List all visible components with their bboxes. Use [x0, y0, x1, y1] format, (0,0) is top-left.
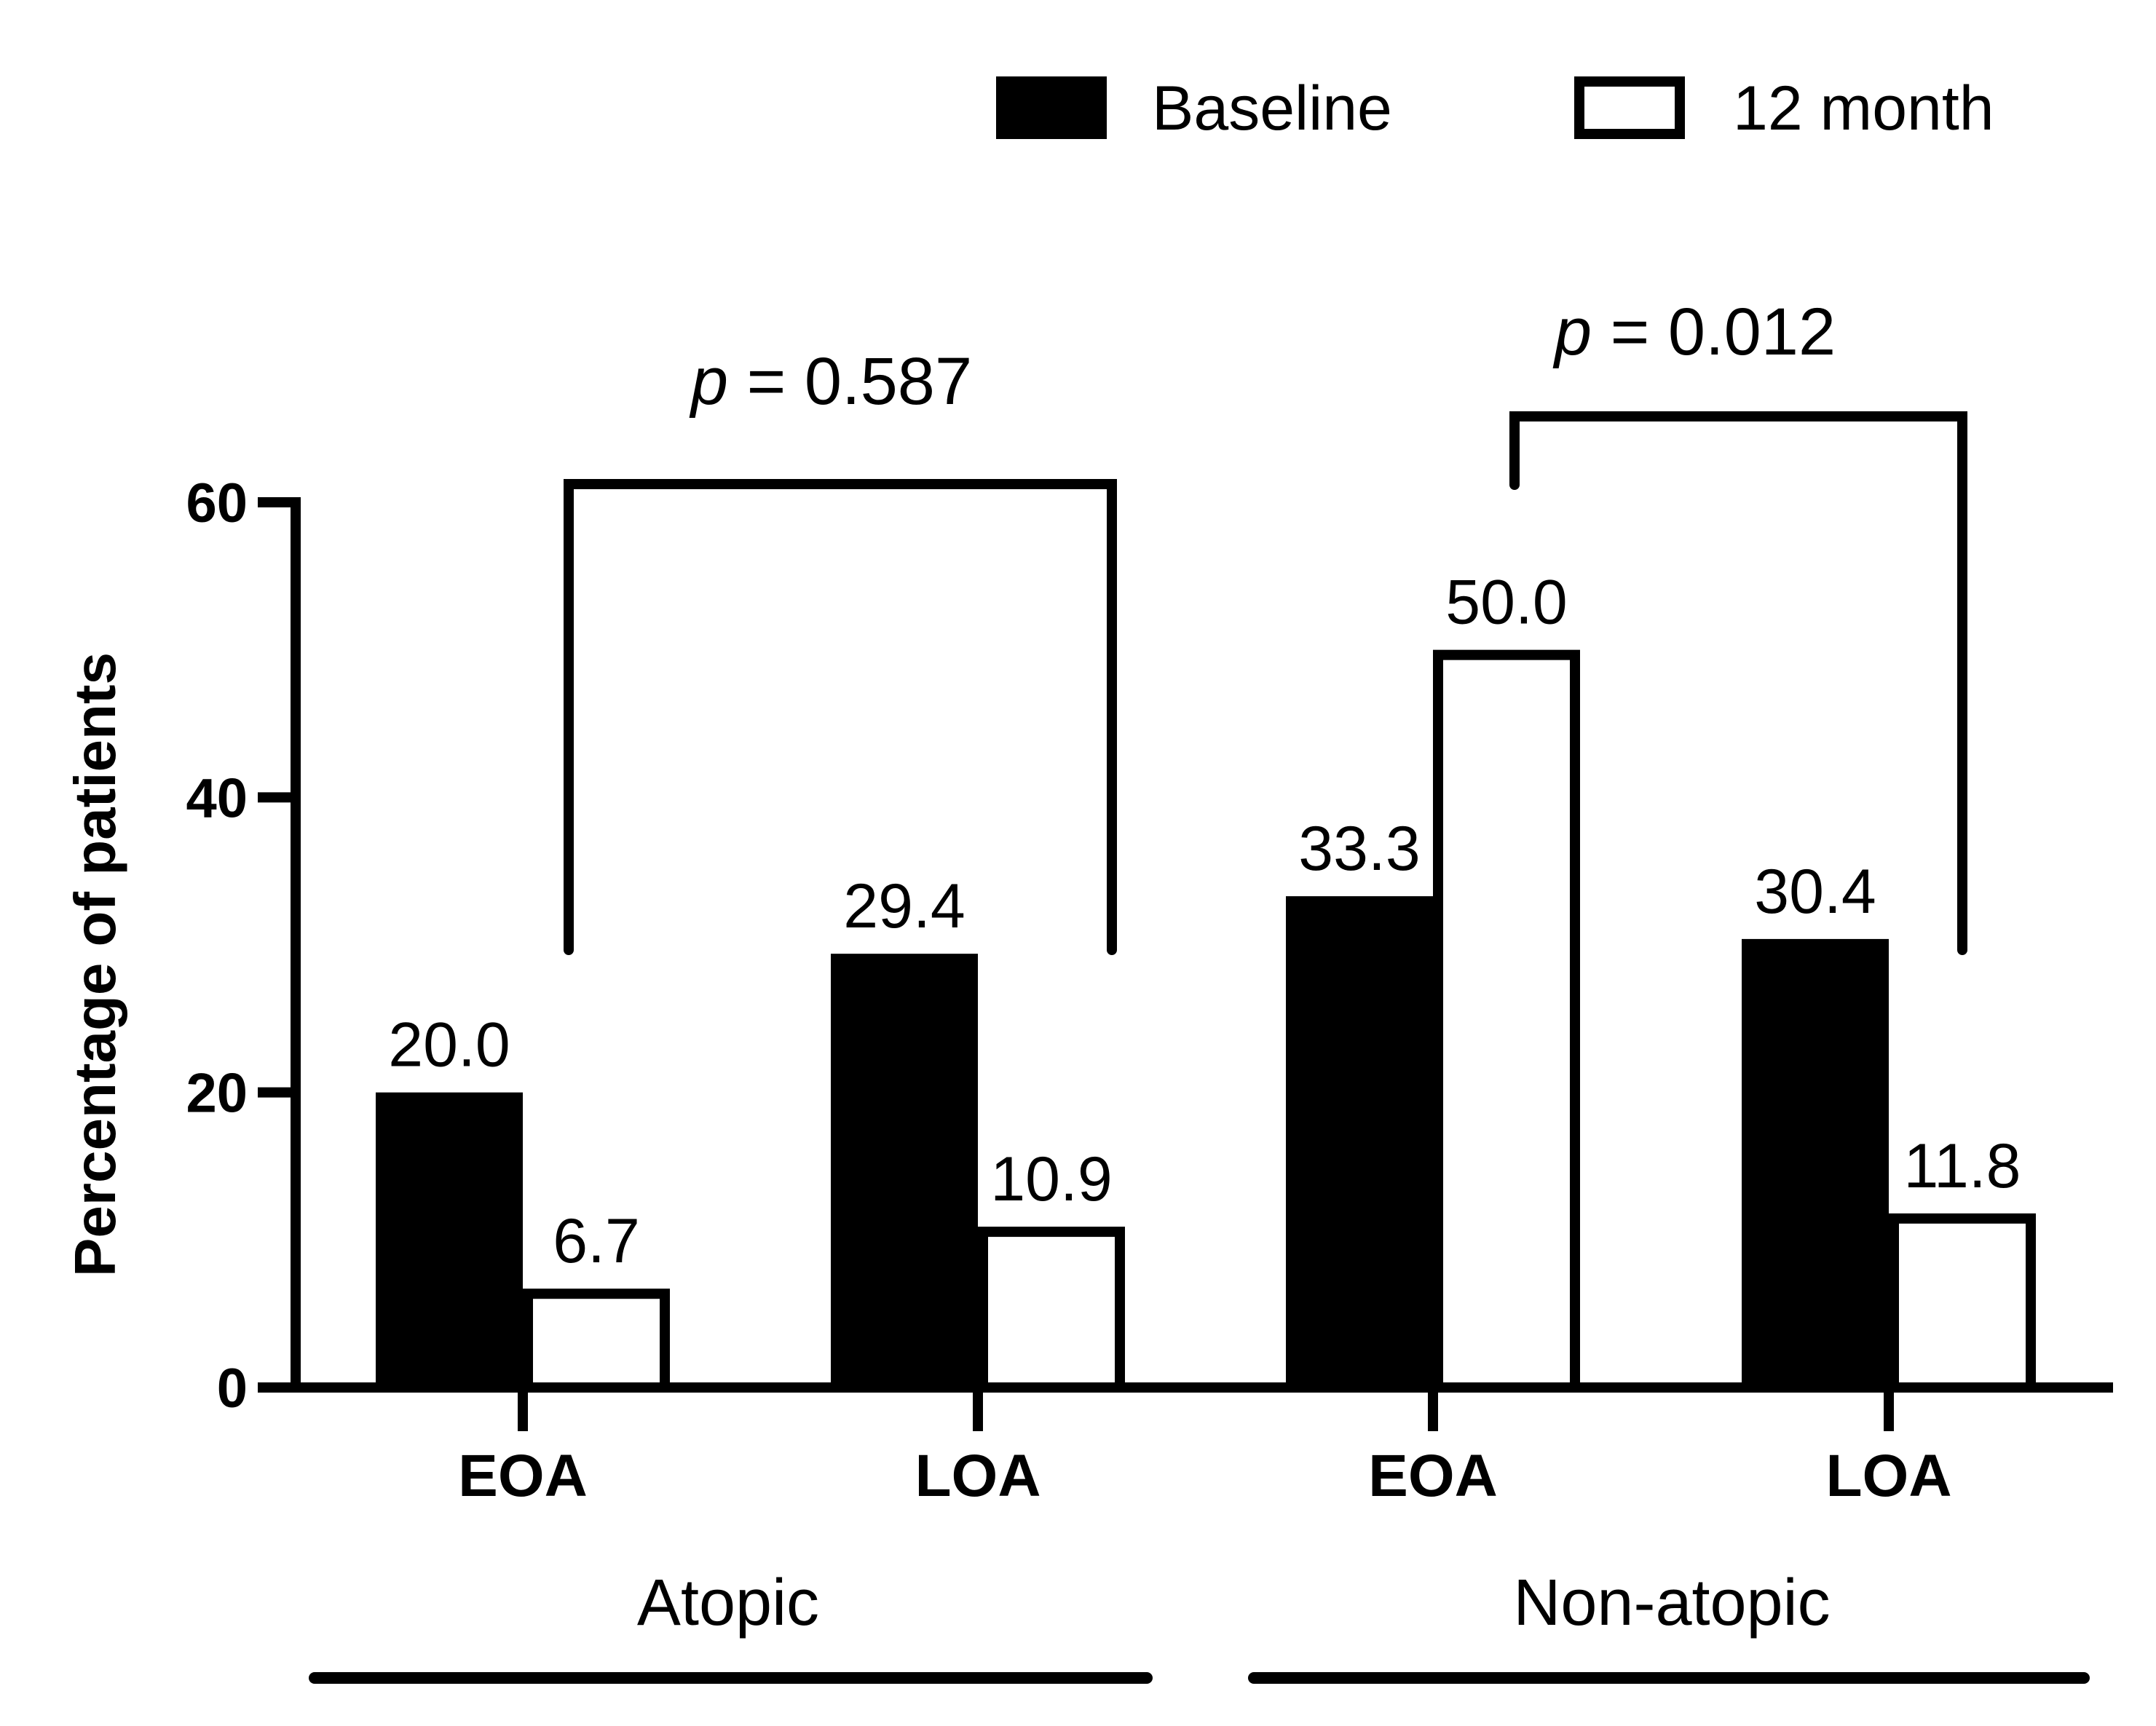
y-tick-label-0: 0	[217, 1358, 248, 1420]
y-tick-label-20: 20	[186, 1063, 248, 1125]
category-label-1: LOA	[915, 1443, 1041, 1509]
group-label-1: Non-atopic	[1513, 1567, 1830, 1639]
value-label-baseline-2: 33.3	[1298, 814, 1420, 884]
axes: 0 20 40 60 Percentage of patients EOA LOA EOA LO…	[63, 472, 2113, 1509]
bars: 20.0 29.4 33.3 30.4 6.7 10.9 50.0 11.8	[376, 568, 2036, 1393]
bar-12-month-2	[1433, 649, 1580, 1393]
bar-12-month-1	[978, 1227, 1125, 1393]
value-label-12-month-1: 10.9	[990, 1144, 1112, 1214]
legend: Baseline 12 month	[996, 74, 1994, 143]
value-label-12-month-0: 6.7	[553, 1206, 640, 1276]
p-value-label-0: p = 0.587	[689, 344, 972, 419]
significance-brackets: p = 0.587 p = 0.012	[564, 295, 1967, 955]
significance-bracket-0	[564, 479, 1117, 955]
group-label-0: Atopic	[637, 1567, 819, 1639]
bar-12-month-0	[523, 1288, 670, 1393]
category-label-3: LOA	[1825, 1443, 1951, 1509]
legend-label-12-month: 12 month	[1733, 74, 1994, 143]
value-label-12-month-3: 11.8	[1904, 1131, 2021, 1201]
value-label-baseline-0: 20.0	[388, 1010, 510, 1080]
y-axis-label: Percentage of patients	[63, 652, 127, 1277]
group-labels: Atopic Non-atopic	[309, 1567, 2090, 1684]
bar-baseline-1	[831, 954, 978, 1387]
bar-baseline-3	[1742, 938, 1889, 1387]
bar-baseline-2	[1286, 896, 1433, 1387]
legend-label-baseline: Baseline	[1152, 74, 1392, 143]
legend-swatch-12-month	[1574, 76, 1685, 139]
value-label-baseline-3: 30.4	[1754, 857, 1876, 927]
y-tick-label-60: 60	[186, 472, 248, 534]
legend-swatch-baseline	[996, 76, 1107, 139]
value-label-12-month-2: 50.0	[1445, 568, 1567, 638]
bar-baseline-0	[376, 1092, 523, 1387]
bar-12-month-3	[1889, 1213, 2036, 1393]
category-label-0: EOA	[458, 1443, 588, 1509]
y-tick-label-40: 40	[186, 767, 248, 829]
value-label-baseline-1: 29.4	[843, 871, 965, 941]
category-label-2: EOA	[1368, 1443, 1498, 1509]
p-value-label-1: p = 0.012	[1552, 295, 1836, 369]
significance-bracket-1	[1509, 411, 1967, 955]
